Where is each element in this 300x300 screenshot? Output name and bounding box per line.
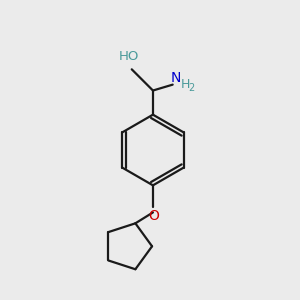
Text: O: O (149, 209, 160, 223)
Text: 2: 2 (189, 83, 195, 94)
Text: H: H (181, 78, 190, 91)
Text: HO: HO (119, 50, 140, 63)
Text: N: N (170, 71, 181, 85)
